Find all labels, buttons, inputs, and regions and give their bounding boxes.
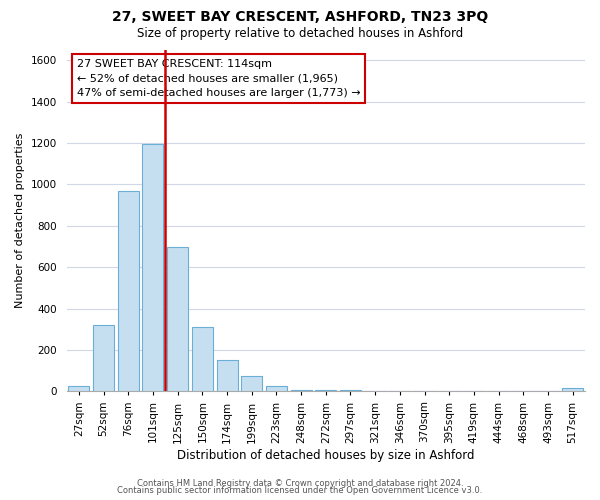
Bar (340, 390, 361, 392)
Bar (217, 360, 238, 392)
Bar (266, 386, 287, 392)
Text: Size of property relative to detached houses in Ashford: Size of property relative to detached ho… (137, 28, 463, 40)
Text: 27 SWEET BAY CRESCENT: 114sqm
← 52% of detached houses are smaller (1,965)
47% o: 27 SWEET BAY CRESCENT: 114sqm ← 52% of d… (77, 58, 361, 98)
Bar (290, 390, 311, 392)
X-axis label: Distribution of detached houses by size in Ashford: Distribution of detached houses by size … (177, 450, 475, 462)
Bar (142, 144, 163, 392)
Bar (68, 386, 89, 392)
Y-axis label: Number of detached properties: Number of detached properties (15, 133, 25, 308)
Bar (167, 246, 188, 392)
Text: Contains public sector information licensed under the Open Government Licence v3: Contains public sector information licen… (118, 486, 482, 495)
Bar (315, 390, 336, 392)
Bar (93, 325, 114, 392)
Bar (192, 328, 213, 392)
Bar (562, 388, 583, 392)
Bar (118, 190, 139, 392)
Text: 27, SWEET BAY CRESCENT, ASHFORD, TN23 3PQ: 27, SWEET BAY CRESCENT, ASHFORD, TN23 3P… (112, 10, 488, 24)
Text: Contains HM Land Registry data © Crown copyright and database right 2024.: Contains HM Land Registry data © Crown c… (137, 478, 463, 488)
Bar (241, 376, 262, 392)
